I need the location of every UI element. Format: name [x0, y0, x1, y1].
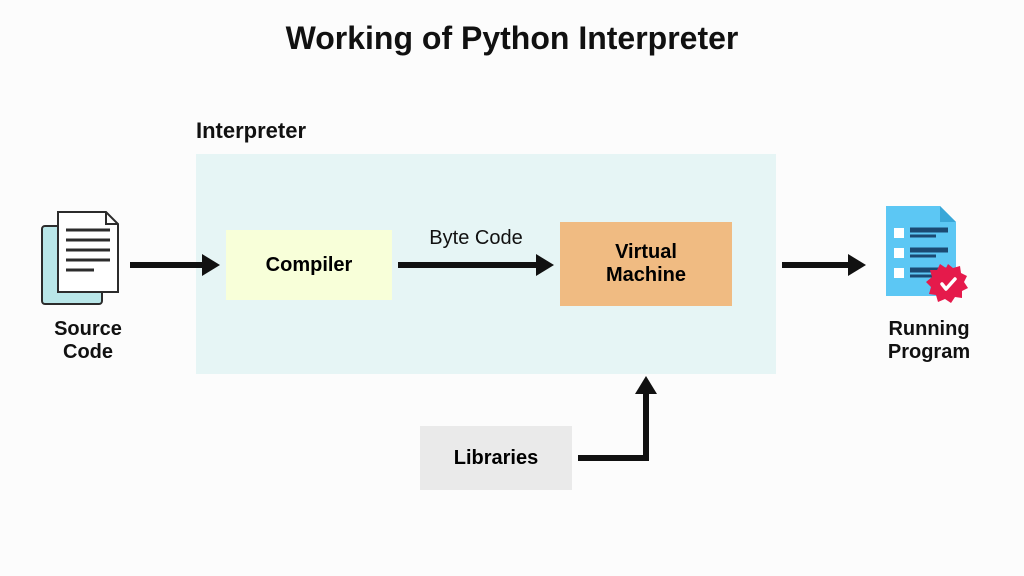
virtual-machine-node: Virtual Machine — [560, 222, 732, 306]
running-program-label: Running Program — [864, 318, 994, 364]
source-code-label: Source Code — [38, 318, 138, 364]
virtual-machine-label: Virtual Machine — [606, 241, 686, 287]
diagram-title: Working of Python Interpreter — [0, 20, 1024, 57]
arrow-compiler-to-vm — [378, 245, 574, 285]
running-program-icon — [874, 200, 974, 315]
arrow-libraries-to-vm — [558, 356, 666, 478]
libraries-label: Libraries — [454, 447, 538, 470]
compiler-node: Compiler — [226, 230, 392, 300]
compiler-label: Compiler — [266, 254, 353, 277]
arrow-source-to-compiler — [110, 245, 240, 285]
diagram-canvas: Working of Python Interpreter Interprete… — [0, 0, 1024, 576]
interpreter-region-label: Interpreter — [196, 118, 306, 144]
arrow-vm-to-running — [762, 245, 886, 285]
byte-code-label: Byte Code — [402, 227, 550, 250]
libraries-node: Libraries — [420, 426, 572, 490]
